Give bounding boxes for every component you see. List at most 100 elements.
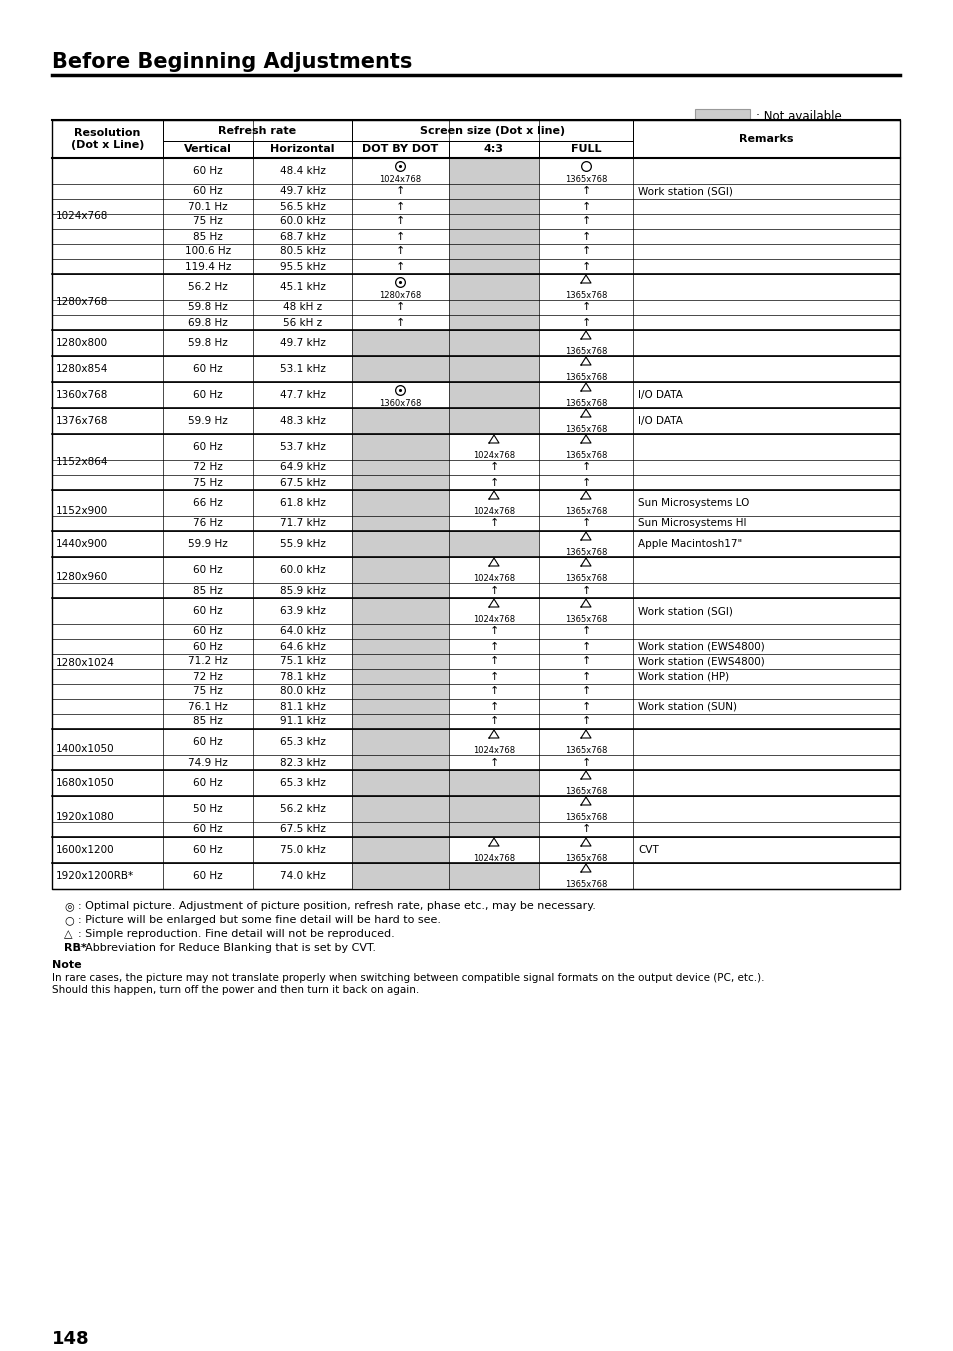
Text: ↑: ↑ xyxy=(395,201,405,212)
Text: 72 Hz: 72 Hz xyxy=(193,462,223,473)
Bar xyxy=(352,330,449,357)
Text: ↑: ↑ xyxy=(489,519,498,528)
Text: 81.1 kHz: 81.1 kHz xyxy=(279,701,325,712)
Text: 4:3: 4:3 xyxy=(483,145,503,154)
Text: ↑: ↑ xyxy=(489,686,498,697)
Text: ↑: ↑ xyxy=(489,627,498,636)
Bar xyxy=(352,713,449,730)
Bar xyxy=(163,120,352,141)
Text: Apple Macintosh17": Apple Macintosh17" xyxy=(638,539,741,549)
Text: 85 Hz: 85 Hz xyxy=(193,716,223,727)
Text: 53.7 kHz: 53.7 kHz xyxy=(279,442,325,453)
Text: 64.9 kHz: 64.9 kHz xyxy=(279,462,325,473)
Text: 1440x900: 1440x900 xyxy=(56,539,108,549)
Text: ↑: ↑ xyxy=(580,317,590,327)
Text: ↑: ↑ xyxy=(489,657,498,666)
Text: 60 Hz: 60 Hz xyxy=(193,442,223,453)
Text: 60 Hz: 60 Hz xyxy=(193,363,223,374)
Text: : Simple reproduction. Fine detail will not be reproduced.: : Simple reproduction. Fine detail will … xyxy=(78,929,395,939)
Text: 1024x768: 1024x768 xyxy=(473,854,515,863)
Text: 1152x900: 1152x900 xyxy=(56,505,108,516)
Text: 76.1 Hz: 76.1 Hz xyxy=(188,701,228,712)
Bar xyxy=(449,770,538,796)
Text: 119.4 Hz: 119.4 Hz xyxy=(185,262,231,272)
Bar xyxy=(352,434,449,459)
Text: I/O DATA: I/O DATA xyxy=(638,390,682,400)
Text: 1280x960: 1280x960 xyxy=(56,573,108,582)
Bar xyxy=(449,274,538,300)
Text: 60 Hz: 60 Hz xyxy=(193,186,223,196)
Text: ↑: ↑ xyxy=(395,262,405,272)
Text: ↑: ↑ xyxy=(395,231,405,242)
Text: ↑: ↑ xyxy=(395,317,405,327)
Bar xyxy=(633,120,899,158)
Text: Note: Note xyxy=(52,961,82,970)
Text: 1365x768: 1365x768 xyxy=(564,290,606,300)
Text: 1680x1050: 1680x1050 xyxy=(56,778,114,788)
Text: : Abbreviation for Reduce Blanking that is set by CVT.: : Abbreviation for Reduce Blanking that … xyxy=(78,943,375,952)
Text: 64.0 kHz: 64.0 kHz xyxy=(279,627,325,636)
Text: ↑: ↑ xyxy=(580,686,590,697)
Text: Work station (EWS4800): Work station (EWS4800) xyxy=(638,642,764,651)
Text: 148: 148 xyxy=(52,1329,90,1348)
Text: 1365x768: 1365x768 xyxy=(564,347,606,357)
Text: Work station (HP): Work station (HP) xyxy=(638,671,728,681)
Text: Should this happen, turn off the power and then turn it back on again.: Should this happen, turn off the power a… xyxy=(52,985,418,994)
Bar xyxy=(352,516,449,531)
Text: Remarks: Remarks xyxy=(739,134,793,145)
Text: 1365x768: 1365x768 xyxy=(564,854,606,863)
Text: ↑: ↑ xyxy=(580,671,590,681)
Text: 60 Hz: 60 Hz xyxy=(193,778,223,788)
Text: 70.1 Hz: 70.1 Hz xyxy=(188,201,228,212)
Text: ↑: ↑ xyxy=(580,246,590,257)
Text: 1024x768: 1024x768 xyxy=(379,176,421,184)
Text: ○: ○ xyxy=(64,915,73,925)
Text: 1365x768: 1365x768 xyxy=(564,451,606,459)
Text: DOT BY DOT: DOT BY DOT xyxy=(362,145,438,154)
Bar xyxy=(352,459,449,476)
Text: 85 Hz: 85 Hz xyxy=(193,585,223,596)
Text: 1920x1200RB*: 1920x1200RB* xyxy=(56,871,134,881)
Text: 72 Hz: 72 Hz xyxy=(193,671,223,681)
Text: 60 Hz: 60 Hz xyxy=(193,627,223,636)
Text: Screen size (Dot x line): Screen size (Dot x line) xyxy=(419,126,564,135)
Text: 67.5 kHz: 67.5 kHz xyxy=(279,824,325,835)
Text: 49.7 kHz: 49.7 kHz xyxy=(279,338,325,349)
Text: 1400x1050: 1400x1050 xyxy=(56,744,114,754)
Text: 1360x768: 1360x768 xyxy=(379,399,421,408)
Text: ↑: ↑ xyxy=(489,477,498,488)
Bar xyxy=(449,531,538,557)
Text: 76 Hz: 76 Hz xyxy=(193,519,223,528)
Text: 60 Hz: 60 Hz xyxy=(193,844,223,855)
Text: ↑: ↑ xyxy=(489,758,498,767)
Text: 47.7 kHz: 47.7 kHz xyxy=(279,390,325,400)
Text: 1376x768: 1376x768 xyxy=(56,416,109,426)
Bar xyxy=(352,357,449,382)
Text: 95.5 kHz: 95.5 kHz xyxy=(279,262,325,272)
Bar xyxy=(352,476,449,490)
Bar xyxy=(449,300,538,315)
Text: 85 Hz: 85 Hz xyxy=(193,231,223,242)
Bar xyxy=(449,259,538,274)
Bar xyxy=(352,654,449,669)
Text: ↑: ↑ xyxy=(580,585,590,596)
Text: 65.3 kHz: 65.3 kHz xyxy=(279,778,325,788)
Text: 1920x1080: 1920x1080 xyxy=(56,812,114,821)
Text: ↑: ↑ xyxy=(580,519,590,528)
Bar xyxy=(449,230,538,245)
Text: 60.0 kHz: 60.0 kHz xyxy=(279,216,325,227)
Text: 1365x768: 1365x768 xyxy=(564,399,606,408)
Text: 1600x1200: 1600x1200 xyxy=(56,844,114,855)
Bar xyxy=(449,382,538,408)
Text: 56.2 kHz: 56.2 kHz xyxy=(279,804,325,815)
Bar xyxy=(449,821,538,838)
Bar xyxy=(352,141,449,158)
Bar xyxy=(449,199,538,213)
Text: Before Beginning Adjustments: Before Beginning Adjustments xyxy=(52,51,412,72)
Text: 49.7 kHz: 49.7 kHz xyxy=(279,186,325,196)
Bar xyxy=(352,598,449,624)
Text: 100.6 Hz: 100.6 Hz xyxy=(185,246,231,257)
Bar xyxy=(449,213,538,230)
Text: : Picture will be enlarged but some fine detail will be hard to see.: : Picture will be enlarged but some fine… xyxy=(78,915,440,925)
Bar xyxy=(352,755,449,770)
